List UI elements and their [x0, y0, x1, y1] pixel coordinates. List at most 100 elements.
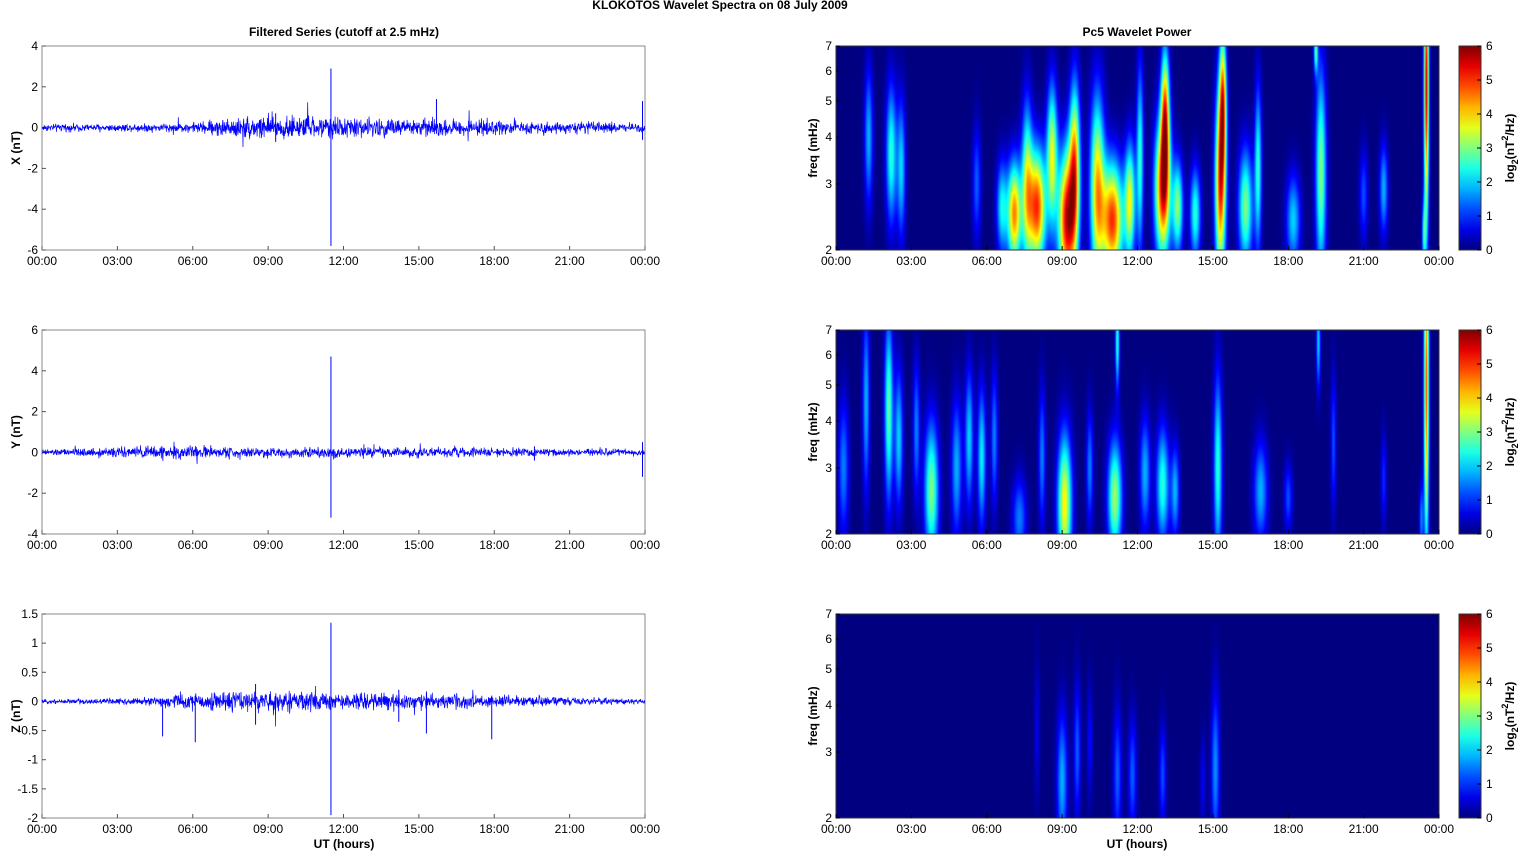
y-tick-label: 0.5: [21, 665, 38, 679]
y-tick-label: 2: [825, 527, 832, 541]
colorbar-tick-label: 1: [1486, 777, 1493, 791]
y-tick-label: -4: [27, 527, 38, 541]
x-tick-label: 18:00: [479, 254, 509, 268]
x-tick-label: 12:00: [328, 254, 358, 268]
y-tick-label: 2: [31, 80, 38, 94]
line-panel-z: 1.510.50-0.5-1-1.5-200:00 03:00 06:00 09:00…: [9, 607, 660, 836]
y-tick-label: 7: [825, 39, 832, 53]
colorbar-tick-label: 2: [1486, 175, 1493, 189]
y-axis-label: Z (nT): [9, 699, 23, 732]
y-tick-label: 2: [825, 811, 832, 825]
x-tick-label: 15:00: [1198, 822, 1228, 836]
y-tick-label: 5: [825, 662, 832, 676]
x-tick-label: 00:00: [27, 254, 57, 268]
x-tick-label: 12:00: [328, 822, 358, 836]
colorbar-tick-label: 0: [1486, 527, 1493, 541]
y-tick-label: -4: [27, 202, 38, 216]
y-axis-label: freq (mHz): [806, 686, 820, 745]
y-tick-label: 2: [31, 405, 38, 419]
x-tick-label: 12:00: [1122, 538, 1152, 552]
x-tick-label: 03:00: [896, 254, 926, 268]
colorbar-tick-label: 2: [1486, 743, 1493, 757]
colorbar-tick-label: 5: [1486, 73, 1493, 87]
y-tick-label: 4: [31, 364, 38, 378]
y-tick-label: -2: [27, 811, 38, 825]
x-tick-label: 09:00: [253, 822, 283, 836]
colorbar-tick-label: 0: [1486, 243, 1493, 257]
colorbar: 0 1 2 3 4 5 6 log2(nT2/Hz): [1458, 39, 1520, 257]
colorbar-tick-label: 1: [1486, 493, 1493, 507]
figure-suptitle: KLOKOTOS Wavelet Spectra on 08 July 2009: [592, 0, 848, 12]
y-tick-label: -1: [27, 753, 38, 767]
x-tick-label: 06:00: [178, 254, 208, 268]
heatmap-image: [836, 614, 1439, 818]
y-tick-label: 0: [31, 121, 38, 135]
x-tick-label: 12:00: [328, 538, 358, 552]
x-tick-label: 18:00: [1273, 822, 1303, 836]
y-tick-label: 5: [825, 378, 832, 392]
colorbar: 0 1 2 3 4 5 6 log2(nT2/Hz): [1458, 323, 1520, 541]
x-tick-label: 18:00: [479, 538, 509, 552]
x-tick-label: 21:00: [1349, 538, 1379, 552]
series-trace: [41, 102, 646, 148]
spectrogram-panel-y: 2 3 4 5 6 7 00:00 03:00 06:00 09:00 12:00 15:00 18:0…: [806, 323, 1520, 552]
y-tick-label: 6: [825, 64, 832, 78]
x-tick-label: 09:00: [253, 538, 283, 552]
x-tick-label: 18:00: [1273, 538, 1303, 552]
left-xlabel: UT (hours): [314, 837, 375, 851]
colorbar-label: log2(nT2/Hz): [1500, 398, 1520, 467]
y-tick-label: 4: [825, 698, 832, 712]
series-trace: [41, 685, 646, 727]
colorbar-tick-label: 3: [1486, 141, 1493, 155]
x-tick-label: 09:00: [1047, 538, 1077, 552]
x-tick-label: 12:00: [1122, 254, 1152, 268]
colorbar-tick-label: 4: [1486, 107, 1493, 121]
x-tick-label: 15:00: [1198, 254, 1228, 268]
y-axis-label: X (nT): [9, 131, 23, 165]
y-tick-label: 0: [31, 445, 38, 459]
x-tick-label: 06:00: [178, 822, 208, 836]
x-tick-label: 21:00: [1349, 822, 1379, 836]
x-tick-label: 00:00: [1424, 822, 1454, 836]
x-tick-label: 15:00: [404, 254, 434, 268]
colorbar-label: log2(nT2/Hz): [1500, 682, 1520, 751]
x-tick-label: 15:00: [1198, 538, 1228, 552]
colorbar-tick-label: 0: [1486, 811, 1493, 825]
spectrogram-panel-z: 2 3 4 5 6 7 00:00 03:00 06:00 09:00 12:00 15:00 18:0…: [806, 607, 1520, 836]
x-tick-label: 00:00: [821, 822, 851, 836]
x-tick-label: 15:00: [404, 538, 434, 552]
colorbar-tick-label: 5: [1486, 641, 1493, 655]
y-tick-label: 2: [825, 243, 832, 257]
y-tick-label: 7: [825, 607, 832, 621]
line-panel-x: 420-2-4-600:00 03:00 06:00 09:00 12:00 15:00 1…: [9, 39, 660, 268]
y-tick-label: -2: [27, 161, 38, 175]
colorbar-tick-label: 5: [1486, 357, 1493, 371]
y-tick-label: 6: [825, 348, 832, 362]
series-trace: [41, 441, 646, 465]
colorbar-tick-label: 1: [1486, 209, 1493, 223]
x-tick-label: 00:00: [630, 254, 660, 268]
y-tick-label: 4: [31, 39, 38, 53]
y-tick-label: 1.5: [21, 607, 38, 621]
x-tick-label: 06:00: [972, 822, 1002, 836]
plot-frame: [41, 613, 646, 819]
x-tick-label: 06:00: [972, 254, 1002, 268]
y-tick-label: 4: [825, 130, 832, 144]
x-tick-label: 03:00: [102, 822, 132, 836]
x-tick-label: 09:00: [253, 254, 283, 268]
colorbar-tick-label: 6: [1486, 607, 1493, 621]
spectrogram-panel-x: 2 3 4 5 6 7 00:00 03:00 06:00 09:00 12:00 15:00 18:0…: [806, 39, 1520, 268]
x-tick-label: 09:00: [1047, 254, 1077, 268]
x-tick-label: 03:00: [102, 254, 132, 268]
y-tick-label: 3: [825, 745, 832, 759]
x-tick-label: 00:00: [630, 538, 660, 552]
x-tick-label: 15:00: [404, 822, 434, 836]
y-tick-label: -2: [27, 486, 38, 500]
x-tick-label: 21:00: [1349, 254, 1379, 268]
x-tick-label: 18:00: [1273, 254, 1303, 268]
x-tick-label: 00:00: [821, 538, 851, 552]
x-tick-label: 00:00: [27, 822, 57, 836]
right-column-title: Pc5 Wavelet Power: [1083, 25, 1192, 39]
y-tick-label: 6: [31, 323, 38, 337]
